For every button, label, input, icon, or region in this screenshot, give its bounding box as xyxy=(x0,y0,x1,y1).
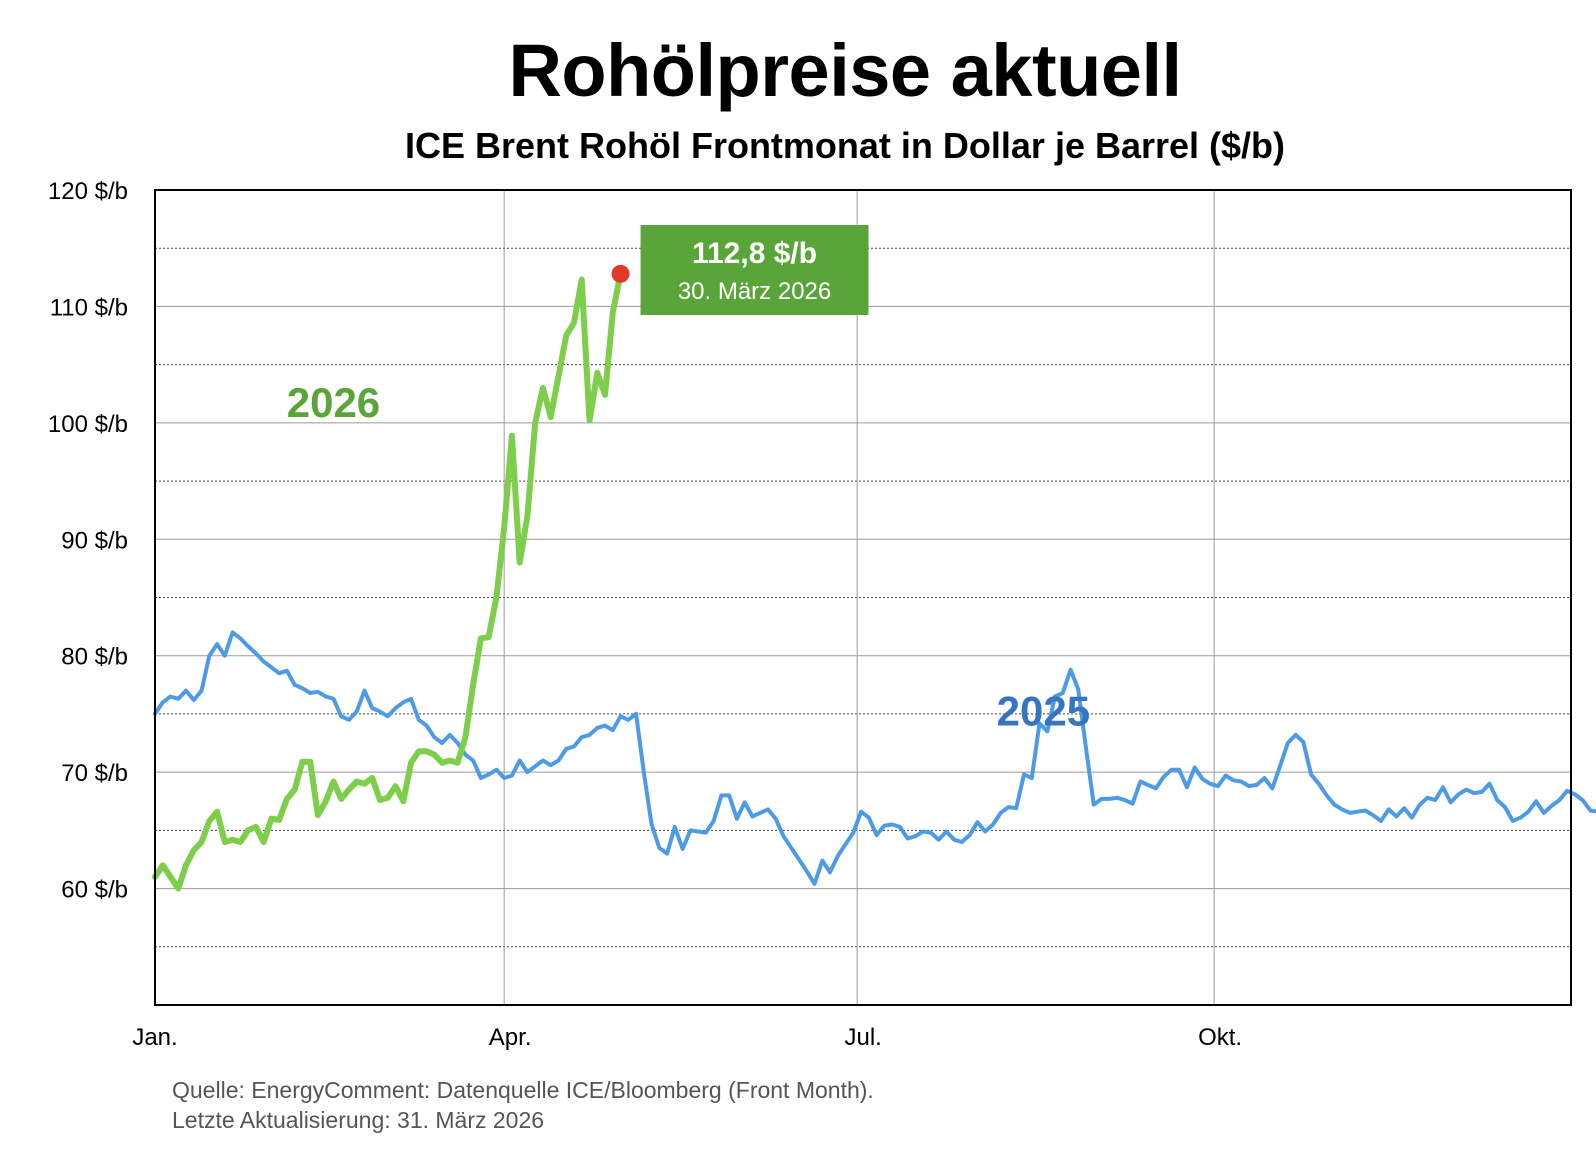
y-tick-label: 80 $/b xyxy=(61,644,128,671)
chart-subtitle: ICE Brent Rohöl Frontmonat in Dollar je … xyxy=(404,125,1286,166)
y-tick-label: 120 $/b xyxy=(48,178,128,205)
x-tick-label: Jan. xyxy=(132,1024,177,1051)
update-line: Letzte Aktualisierung: 31. März 2026 xyxy=(172,1107,545,1133)
x-tick-label: Apr. xyxy=(489,1024,532,1051)
callout-box xyxy=(640,225,869,315)
series-label-2025: 2025 xyxy=(997,688,1090,735)
y-tick-label: 90 $/b xyxy=(61,527,128,554)
y-tick-label: 110 $/b xyxy=(50,294,128,321)
y-axis-ticks: 60 $/b 70 $/b 80 $/b 90 $/b 100 $/b 110 $/b 12… xyxy=(48,178,128,904)
series-label-2026: 2026 xyxy=(287,379,380,426)
chart-title: Rohölpreise aktuell xyxy=(508,29,1182,112)
series-labels: 2025 2026 xyxy=(287,379,1090,735)
series-line-2025 xyxy=(153,630,1596,886)
y-tick-label: 70 $/b xyxy=(61,760,128,787)
source-line: Quelle: EnergyComment: Datenquelle ICE/B… xyxy=(172,1077,874,1103)
x-axis-ticks: Jan. Apr. Jul. Okt. xyxy=(132,1024,1242,1051)
latest-value-callout: 112,8 $/b 30. März 2026 xyxy=(611,225,869,315)
y-tick-label: 100 $/b xyxy=(48,411,128,438)
x-tick-label: Jul. xyxy=(845,1024,882,1051)
source-note: Quelle: EnergyComment: Datenquelle ICE/B… xyxy=(172,1075,874,1135)
x-tick-label: Okt. xyxy=(1198,1024,1242,1051)
callout-value: 112,8 $/b xyxy=(692,237,817,270)
series-lines xyxy=(152,270,1596,892)
latest-point-marker xyxy=(611,264,630,283)
plot-frame xyxy=(154,189,1572,1006)
callout-date: 30. März 2026 xyxy=(678,278,831,305)
series-line-2026 xyxy=(152,270,624,892)
y-tick-label: 60 $/b xyxy=(61,877,128,904)
